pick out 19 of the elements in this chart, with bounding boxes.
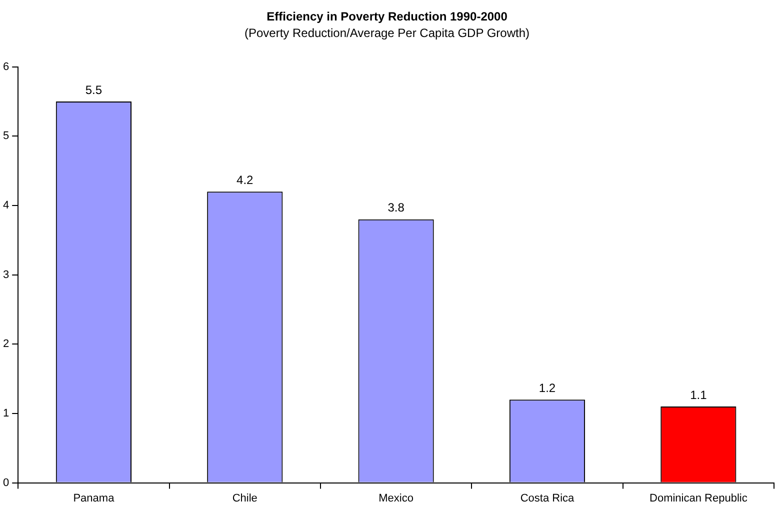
chart-title: Efficiency in Poverty Reduction 1990-2000: [266, 10, 508, 24]
data-label: 1.2: [538, 380, 556, 395]
y-tick-label: 0: [2, 476, 10, 489]
data-label: 3.8: [388, 200, 405, 215]
x-tick-label: Dominican Republic: [650, 492, 748, 504]
data-label: 1.1: [690, 388, 708, 402]
y-tick-label: 1: [2, 408, 10, 420]
data-label: 4.2: [236, 172, 254, 187]
x-tick-label: Costa Rica: [520, 492, 576, 504]
y-tick-label: 6: [2, 60, 10, 73]
y-tick-label: 3: [2, 268, 10, 281]
x-tick-label: Panama: [73, 492, 116, 504]
data-label: 5.5: [85, 82, 102, 97]
chart-subtitle: (Poverty Reduction/Average Per Capita GDP Growth): [244, 26, 530, 40]
y-tick-label: 2: [2, 338, 10, 350]
y-tick-label: 5: [2, 130, 10, 142]
x-tick-label: Mexico: [378, 492, 414, 504]
x-tick-label: Chile: [232, 492, 258, 504]
y-tick-label: 4: [2, 200, 10, 212]
